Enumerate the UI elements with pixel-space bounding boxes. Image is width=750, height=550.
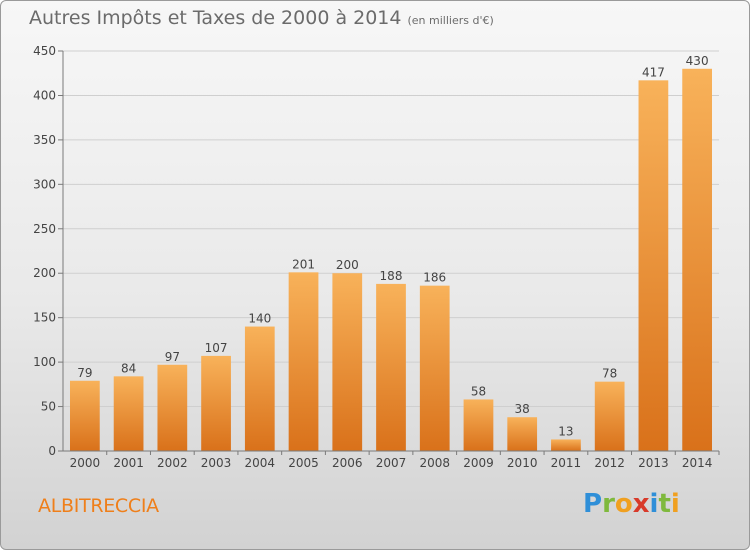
proxiti-logo[interactable]: Proxiti (583, 489, 680, 519)
bar-2003 (201, 355, 231, 451)
x-tick-label: 2014 (682, 456, 713, 470)
data-label: 107 (205, 341, 228, 355)
bar-2010 (507, 417, 538, 451)
x-tick-label: 2002 (157, 456, 188, 470)
chart-title: Autres Impôts et Taxes de 2000 à 2014 (en… (29, 7, 494, 29)
y-tick-label: 400 (33, 88, 56, 102)
data-label: 200 (336, 258, 359, 272)
x-tick-label: 2003 (201, 456, 232, 470)
x-tick-label: 2007 (376, 456, 407, 470)
y-tick-label: 200 (33, 266, 56, 280)
y-tick-label: 450 (33, 44, 56, 58)
bar-2014 (682, 68, 713, 452)
data-label: 201 (292, 257, 315, 271)
labels: 0 50 100 150 200 250 300 350 400 450 79 2000 84 2001 9… (33, 44, 712, 470)
bar-2005 (288, 272, 319, 451)
logo-letter: r (602, 489, 615, 519)
bar-2013 (638, 80, 669, 451)
bar-2009 (463, 399, 494, 451)
x-tick-label: 2006 (332, 456, 363, 470)
bar-2004 (244, 326, 275, 451)
x-tick-label: 2004 (245, 456, 276, 470)
data-label: 38 (515, 402, 530, 416)
data-label: 186 (423, 271, 446, 285)
data-label: 97 (165, 350, 180, 364)
data-label: 417 (642, 65, 665, 79)
bar-2000 (69, 380, 100, 451)
bars (69, 68, 713, 452)
y-tick-label: 250 (33, 222, 56, 236)
x-tick-label: 2005 (288, 456, 319, 470)
data-label: 188 (380, 269, 403, 283)
data-label: 430 (686, 54, 709, 68)
bar-2012 (594, 381, 625, 451)
x-tick-label: 2001 (113, 456, 144, 470)
data-label: 13 (558, 424, 573, 438)
data-label: 140 (248, 312, 271, 326)
bar-2001 (113, 376, 144, 451)
data-label: 84 (121, 361, 136, 375)
y-tick-label: 300 (33, 177, 56, 191)
logo-letter: o (614, 489, 633, 519)
logo-letter: t (658, 489, 671, 519)
y-tick-label: 100 (33, 355, 56, 369)
x-tick-label: 2011 (551, 456, 582, 470)
y-tick-label: 150 (33, 311, 56, 325)
y-tick-label: 350 (33, 133, 56, 147)
x-tick-label: 2000 (70, 456, 101, 470)
unit-label: (en milliers d'€) (407, 14, 494, 27)
y-tick-label: 50 (41, 400, 56, 414)
bar-2002 (157, 364, 188, 451)
y-tick-label: 0 (48, 444, 56, 458)
logo-letter: P (583, 489, 603, 519)
logo-letter: i (670, 489, 680, 519)
city-name: ALBITRECCIA (38, 495, 159, 517)
logo-letter: i (649, 489, 659, 519)
bar-2006 (332, 273, 363, 451)
data-label: 79 (77, 366, 92, 380)
axes (58, 50, 720, 455)
x-tick-label: 2010 (507, 456, 538, 470)
bar-2007 (376, 283, 406, 451)
x-tick-label: 2013 (638, 456, 669, 470)
bar-2008 (419, 285, 450, 451)
x-tick-label: 2009 (463, 456, 494, 470)
data-label: 78 (602, 367, 617, 381)
title-text: Autres Impôts et Taxes de 2000 à 2014 (29, 7, 402, 29)
data-label: 58 (471, 384, 486, 398)
x-tick-label: 2012 (594, 456, 625, 470)
bar-2011 (551, 439, 581, 451)
logo-letter: x (632, 489, 650, 519)
x-tick-label: 2008 (419, 456, 450, 470)
